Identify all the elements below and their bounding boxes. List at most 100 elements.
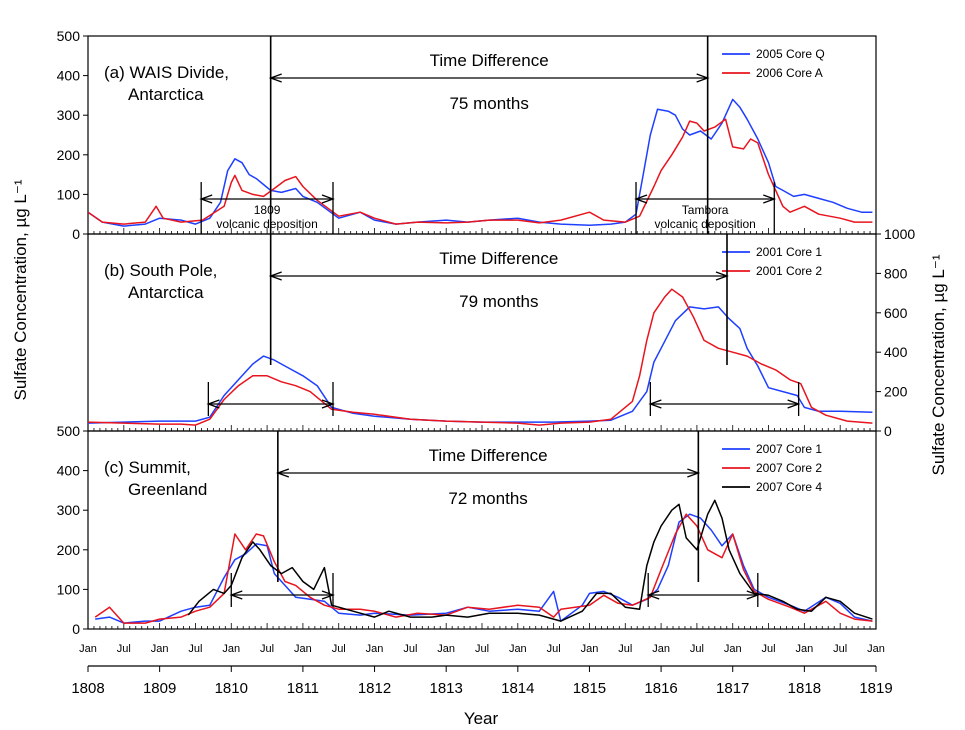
legend-entry: 2007 Core 4 — [756, 480, 822, 494]
legend-entry: 2001 Core 2 — [756, 264, 822, 278]
series-line-2001-core-2 — [88, 288, 873, 426]
deposition-label-sub: volcanic deposition — [654, 217, 755, 231]
y-tick-label: 400 — [57, 68, 81, 84]
month-tick-label: Jan — [581, 643, 599, 655]
series-line-2006-core-a — [88, 118, 873, 225]
arrowhead-left — [646, 590, 660, 600]
year-tick-label: 1812 — [358, 680, 391, 697]
year-tick-label: 1810 — [215, 680, 248, 697]
y-tick-label: 300 — [57, 502, 81, 518]
month-tick-label: Jul — [332, 643, 346, 655]
series-group — [88, 98, 873, 227]
y-tick-label: 1000 — [884, 226, 915, 242]
legend-entry: 2001 Core 1 — [756, 245, 822, 259]
panel-label-sub: Greenland — [128, 480, 207, 499]
y-tick-label: 200 — [57, 542, 81, 558]
month-tick-label: Jul — [547, 643, 561, 655]
deposition-label: Tambora — [682, 203, 729, 217]
series-line-2007-core-4 — [187, 499, 873, 622]
time-difference-arrow — [268, 271, 729, 281]
month-tick-label: Jul — [403, 643, 417, 655]
arrowhead-right — [763, 194, 777, 204]
y-tick-label: 100 — [57, 186, 81, 202]
month-tick-label: Jan — [151, 643, 169, 655]
time-difference-arrow — [275, 468, 701, 478]
panel-label: (c) Summit, — [104, 458, 191, 477]
panel-label: (a) WAIS Divide, — [104, 63, 229, 82]
y-tick-label: 100 — [57, 581, 81, 597]
series-group — [94, 499, 873, 624]
month-tick-label: Jul — [690, 643, 704, 655]
legend: 2007 Core 1 2007 Core 2 2007 Core 4 — [722, 442, 822, 494]
y-tick-label: 0 — [72, 621, 80, 637]
arrowhead-right — [321, 590, 335, 600]
time-difference-label: Time Difference — [439, 249, 558, 268]
arrowhead-left — [268, 271, 282, 281]
year-tick-label: 1818 — [788, 680, 821, 697]
months-label: 75 months — [449, 94, 528, 113]
panel-0: 0 100 200 300 400 500 2005 Core Q 2006 Core A (a… — [57, 28, 877, 242]
deposition-arrow — [229, 590, 335, 600]
year-tick-label: 1814 — [501, 680, 534, 697]
panel-label-sub: Antarctica — [128, 85, 204, 104]
arrowhead-left — [268, 73, 282, 83]
arrowhead-right — [787, 399, 801, 409]
year-tick-label: 1808 — [71, 680, 104, 697]
y-tick-label: 400 — [884, 344, 908, 360]
time-difference-label: Time Difference — [429, 446, 548, 465]
legend: 2005 Core Q 2006 Core A — [722, 47, 825, 80]
series-line-2007-core-1 — [95, 513, 873, 624]
series-line-2005-core-q — [88, 98, 873, 227]
legend-entry: 2007 Core 2 — [756, 461, 822, 475]
month-tick-label: Jul — [260, 643, 274, 655]
deposition-arrow — [646, 590, 760, 600]
arrowhead-right — [687, 468, 701, 478]
y-tick-label: 200 — [57, 147, 81, 163]
months-label: 72 months — [448, 489, 527, 508]
months-label: 79 months — [459, 292, 538, 311]
arrowhead-right — [696, 73, 710, 83]
year-tick-label: 1816 — [644, 680, 677, 697]
month-tick-label: Jul — [188, 643, 202, 655]
year-tick-label: 1809 — [143, 680, 176, 697]
y-tick-label: 500 — [57, 423, 81, 439]
deposition-label: 1809 — [254, 203, 281, 217]
deposition-arrow — [648, 399, 801, 409]
year-tick-label: 1815 — [573, 680, 606, 697]
x-axis-title: Year — [464, 709, 499, 728]
month-tick-label: Jan — [509, 643, 527, 655]
panel-label: (b) South Pole, — [104, 261, 217, 280]
month-tick-label: Jan — [79, 643, 97, 655]
y-tick-label: 500 — [57, 28, 81, 44]
y-tick-label: 400 — [57, 463, 81, 479]
deposition-bracket-right — [646, 573, 760, 607]
panels-layer: 0 100 200 300 400 500 2005 Core Q 2006 Core A (a… — [57, 28, 916, 637]
series-line-2001-core-1 — [88, 306, 873, 424]
time-difference-label: Time Difference — [430, 51, 549, 70]
deposition-bracket-right — [648, 382, 801, 416]
month-tick-label: Jan — [437, 643, 455, 655]
year-tick-label: 1819 — [859, 680, 892, 697]
year-tick-label: 1811 — [287, 680, 319, 697]
month-tick-label: Jul — [762, 643, 776, 655]
y-tick-label: 300 — [57, 107, 81, 123]
arrowhead-right — [321, 399, 335, 409]
y-axis-title-right: Sulfate Concentration, µg L⁻¹ — [929, 254, 948, 475]
month-tick-label: Jan — [795, 643, 813, 655]
month-tick-label: Jul — [475, 643, 489, 655]
month-tick-label: Jan — [294, 643, 312, 655]
month-tick-label: Jul — [117, 643, 131, 655]
deposition-bracket-left — [206, 382, 335, 416]
deposition-arrow — [199, 194, 335, 204]
arrowhead-left — [229, 590, 243, 600]
arrowhead-right — [321, 194, 335, 204]
y-tick-label: 200 — [884, 384, 908, 400]
year-tick-label: 1813 — [429, 680, 462, 697]
legend-entry: 2006 Core A — [756, 66, 823, 80]
month-tick-label: Jan — [222, 643, 240, 655]
year-tick-label: 1817 — [716, 680, 749, 697]
month-tick-label: Jan — [724, 643, 742, 655]
